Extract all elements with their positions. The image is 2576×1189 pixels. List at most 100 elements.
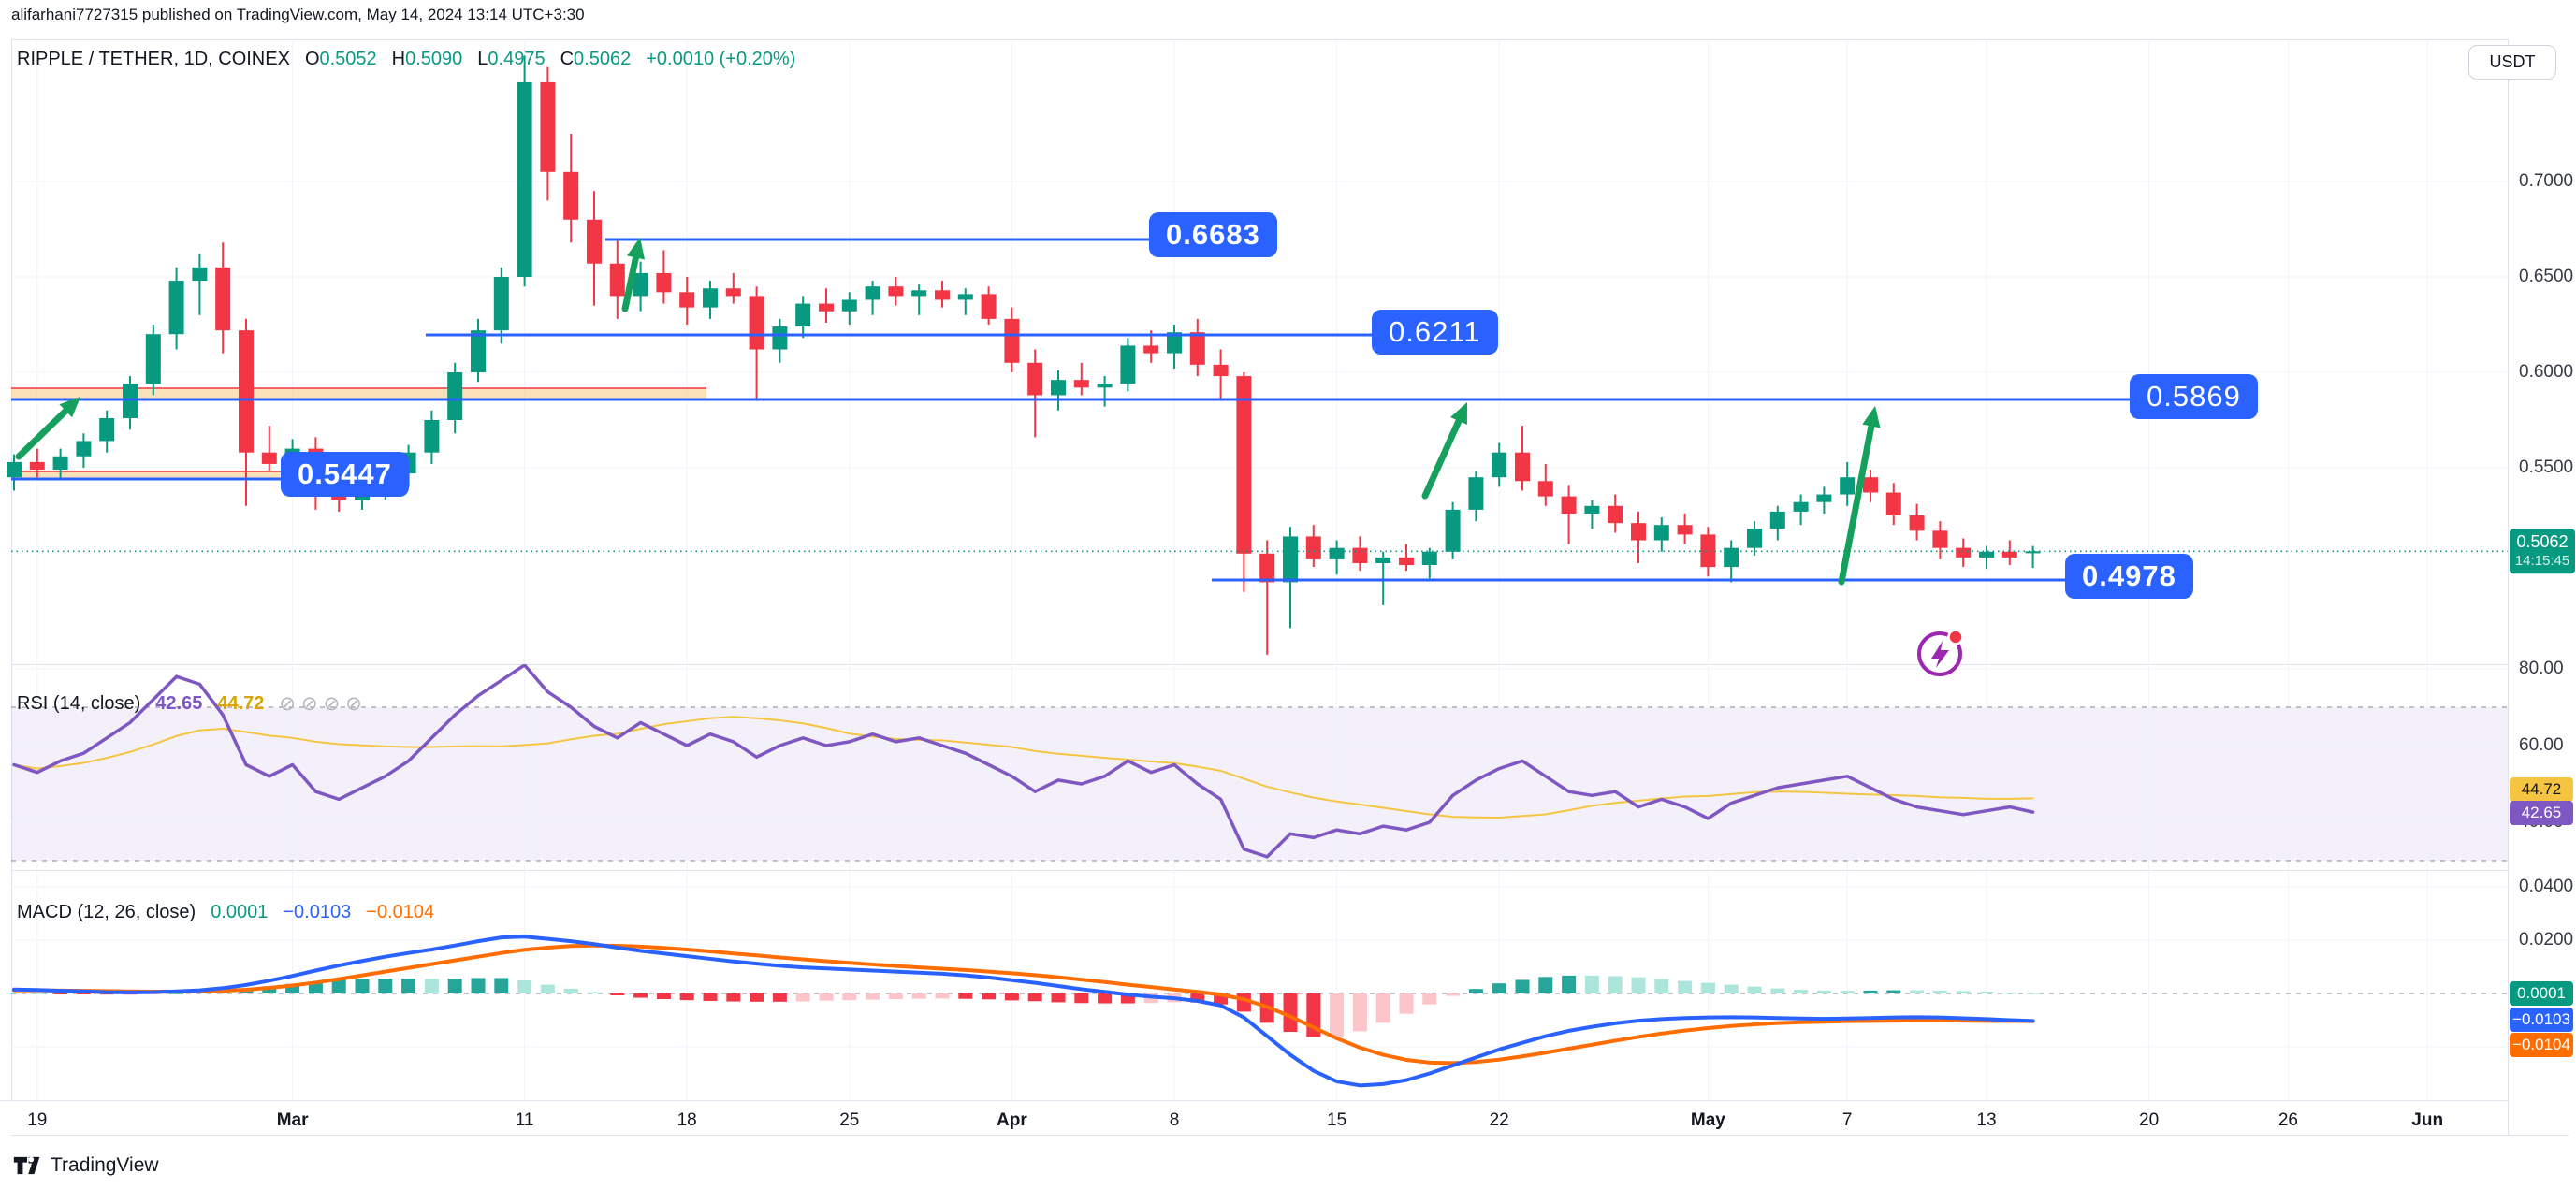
publish-header: alifarhani7727315 published on TradingVi… — [11, 6, 585, 23]
disabled-series-icons[interactable]: ⊘⊘⊘⊘ — [279, 692, 367, 716]
macd-histogram-bar — [517, 980, 532, 993]
macd-histogram-bar — [1863, 990, 1878, 993]
macd-histogram-bar — [1747, 986, 1762, 993]
candle-body — [447, 372, 463, 420]
notification-dot — [1947, 629, 1964, 645]
macd-histogram-bar — [401, 979, 416, 993]
candle-body — [1885, 492, 1901, 515]
up-arrow-head — [59, 397, 80, 418]
candle-body — [424, 420, 440, 453]
widget-top-border — [11, 39, 2568, 40]
macd-hist-value: 0.0001 — [211, 902, 269, 922]
macd-histogram-bar — [935, 993, 950, 999]
macd-histogram-bar — [1468, 989, 1483, 993]
candle-body — [331, 494, 347, 500]
macd-pane-canvas[interactable] — [0, 870, 2576, 1100]
pane-separator-rsi[interactable] — [11, 664, 2576, 665]
macd-histogram-bar — [911, 993, 926, 999]
macd-histogram-bar — [610, 993, 625, 995]
candle-body — [1840, 477, 1856, 495]
flash-bubble-icon[interactable] — [1914, 627, 1968, 681]
up-arrow-shaft[interactable] — [15, 399, 79, 460]
macd-histogram-bar — [1446, 993, 1461, 996]
candle-body — [1167, 332, 1182, 354]
macd-histogram-bar — [1678, 980, 1693, 993]
price-level-callout[interactable]: 0.5869 — [2130, 374, 2258, 419]
candle-body — [703, 288, 718, 308]
macd-histogram-bar — [1422, 993, 1437, 1005]
ohlc-low: L0.4975 — [477, 49, 546, 69]
candle-body — [239, 330, 254, 453]
candle-body — [29, 461, 45, 471]
candle-body — [1120, 345, 1136, 384]
macd-histogram-bar — [1004, 993, 1019, 1001]
candle-body — [7, 461, 22, 478]
macd-histogram-bar — [1538, 977, 1553, 993]
macd-histogram-bar — [540, 984, 555, 993]
candle-body — [1909, 515, 1925, 531]
macd-histogram-bar — [1840, 991, 1855, 993]
pane-separator-macd[interactable] — [11, 870, 2576, 871]
price-level-callout[interactable]: 0.6211 — [1372, 310, 1498, 355]
candle-body — [888, 286, 904, 297]
candle-body — [772, 326, 788, 350]
time-axis-tick: 11 — [515, 1110, 534, 1130]
macd-histogram-bar — [1631, 977, 1646, 993]
candle-body — [1769, 511, 1785, 529]
price-level-callout[interactable]: 0.5447 — [281, 452, 409, 497]
macd-histogram-bar — [819, 993, 834, 1001]
candle-body — [1051, 380, 1066, 396]
candle-body — [1979, 551, 1994, 558]
macd-histogram-bar — [1283, 993, 1298, 1033]
symbol-legend[interactable]: RIPPLE / TETHER, 1D, COINEX O0.5052 H0.5… — [17, 49, 795, 70]
up-arrow-shaft[interactable] — [1838, 410, 1877, 586]
price-level-callout[interactable]: 0.4978 — [2065, 554, 2193, 599]
symbol-title[interactable]: RIPPLE / TETHER, 1D, COINEX — [17, 49, 290, 69]
macd-histogram-bar — [331, 979, 346, 993]
candle-body — [1236, 376, 1252, 554]
rsi-title[interactable]: RSI (14, close) — [17, 693, 141, 714]
price-axis[interactable] — [2508, 39, 2576, 1135]
macd-histogram-bar — [842, 993, 857, 1001]
candle-body — [1561, 496, 1577, 514]
macd-title[interactable]: MACD (12, 26, close) — [17, 902, 196, 922]
candle-body — [1816, 494, 1832, 502]
candle-body — [1608, 505, 1623, 524]
macd-histogram-bar — [866, 993, 880, 1000]
time-axis-tick: 7 — [1841, 1110, 1853, 1130]
supply-zone[interactable] — [11, 388, 706, 399]
macd-legend[interactable]: MACD (12, 26, close) 0.0001 −0.0103 −0.0… — [17, 902, 434, 923]
price-level-callout[interactable]: 0.6683 — [1149, 212, 1277, 257]
macd-histogram-bar — [30, 993, 45, 994]
candle-body — [1329, 547, 1345, 559]
candle-body — [1027, 362, 1043, 396]
candle-body — [1747, 529, 1762, 548]
macd-histogram-bar — [1700, 982, 1715, 993]
macd-histogram-bar — [1098, 993, 1113, 1004]
candle-body — [1700, 534, 1716, 568]
rsi-legend[interactable]: RSI (14, close) 42.65 44.72 ⊘⊘⊘⊘ — [17, 692, 368, 716]
macd-line — [12, 935, 2035, 1088]
supply-zone[interactable] — [11, 471, 360, 479]
candle-body — [1421, 551, 1437, 566]
macd-histogram-bar — [1562, 975, 1577, 993]
candle-body — [145, 334, 161, 384]
macd-histogram-bar — [656, 993, 671, 999]
footer-brand-link[interactable]: TradingView — [13, 1154, 159, 1177]
macd-histogram-bar — [76, 993, 91, 994]
macd-histogram-bar — [1932, 990, 1947, 993]
time-axis[interactable]: 19Mar111825Apr81522May7132026Jun7 — [0, 1100, 2576, 1135]
macd-histogram-bar — [355, 979, 370, 993]
up-arrow-shaft[interactable] — [1421, 405, 1468, 500]
candle-body — [1213, 364, 1229, 377]
price-pane-canvas[interactable] — [0, 30, 2576, 664]
candle-body — [99, 417, 115, 442]
time-axis-tick: 22 — [1489, 1110, 1509, 1130]
candle-body — [1537, 481, 1553, 497]
macd-histogram-bar — [471, 978, 486, 993]
rsi-pane-canvas[interactable] — [0, 664, 2576, 870]
macd-histogram-bar — [1399, 993, 1414, 1014]
currency-unit-button[interactable]: USDT — [2468, 45, 2556, 80]
macd-histogram-bar — [1027, 993, 1042, 1002]
ohlc-close: C0.5062 — [560, 49, 632, 69]
